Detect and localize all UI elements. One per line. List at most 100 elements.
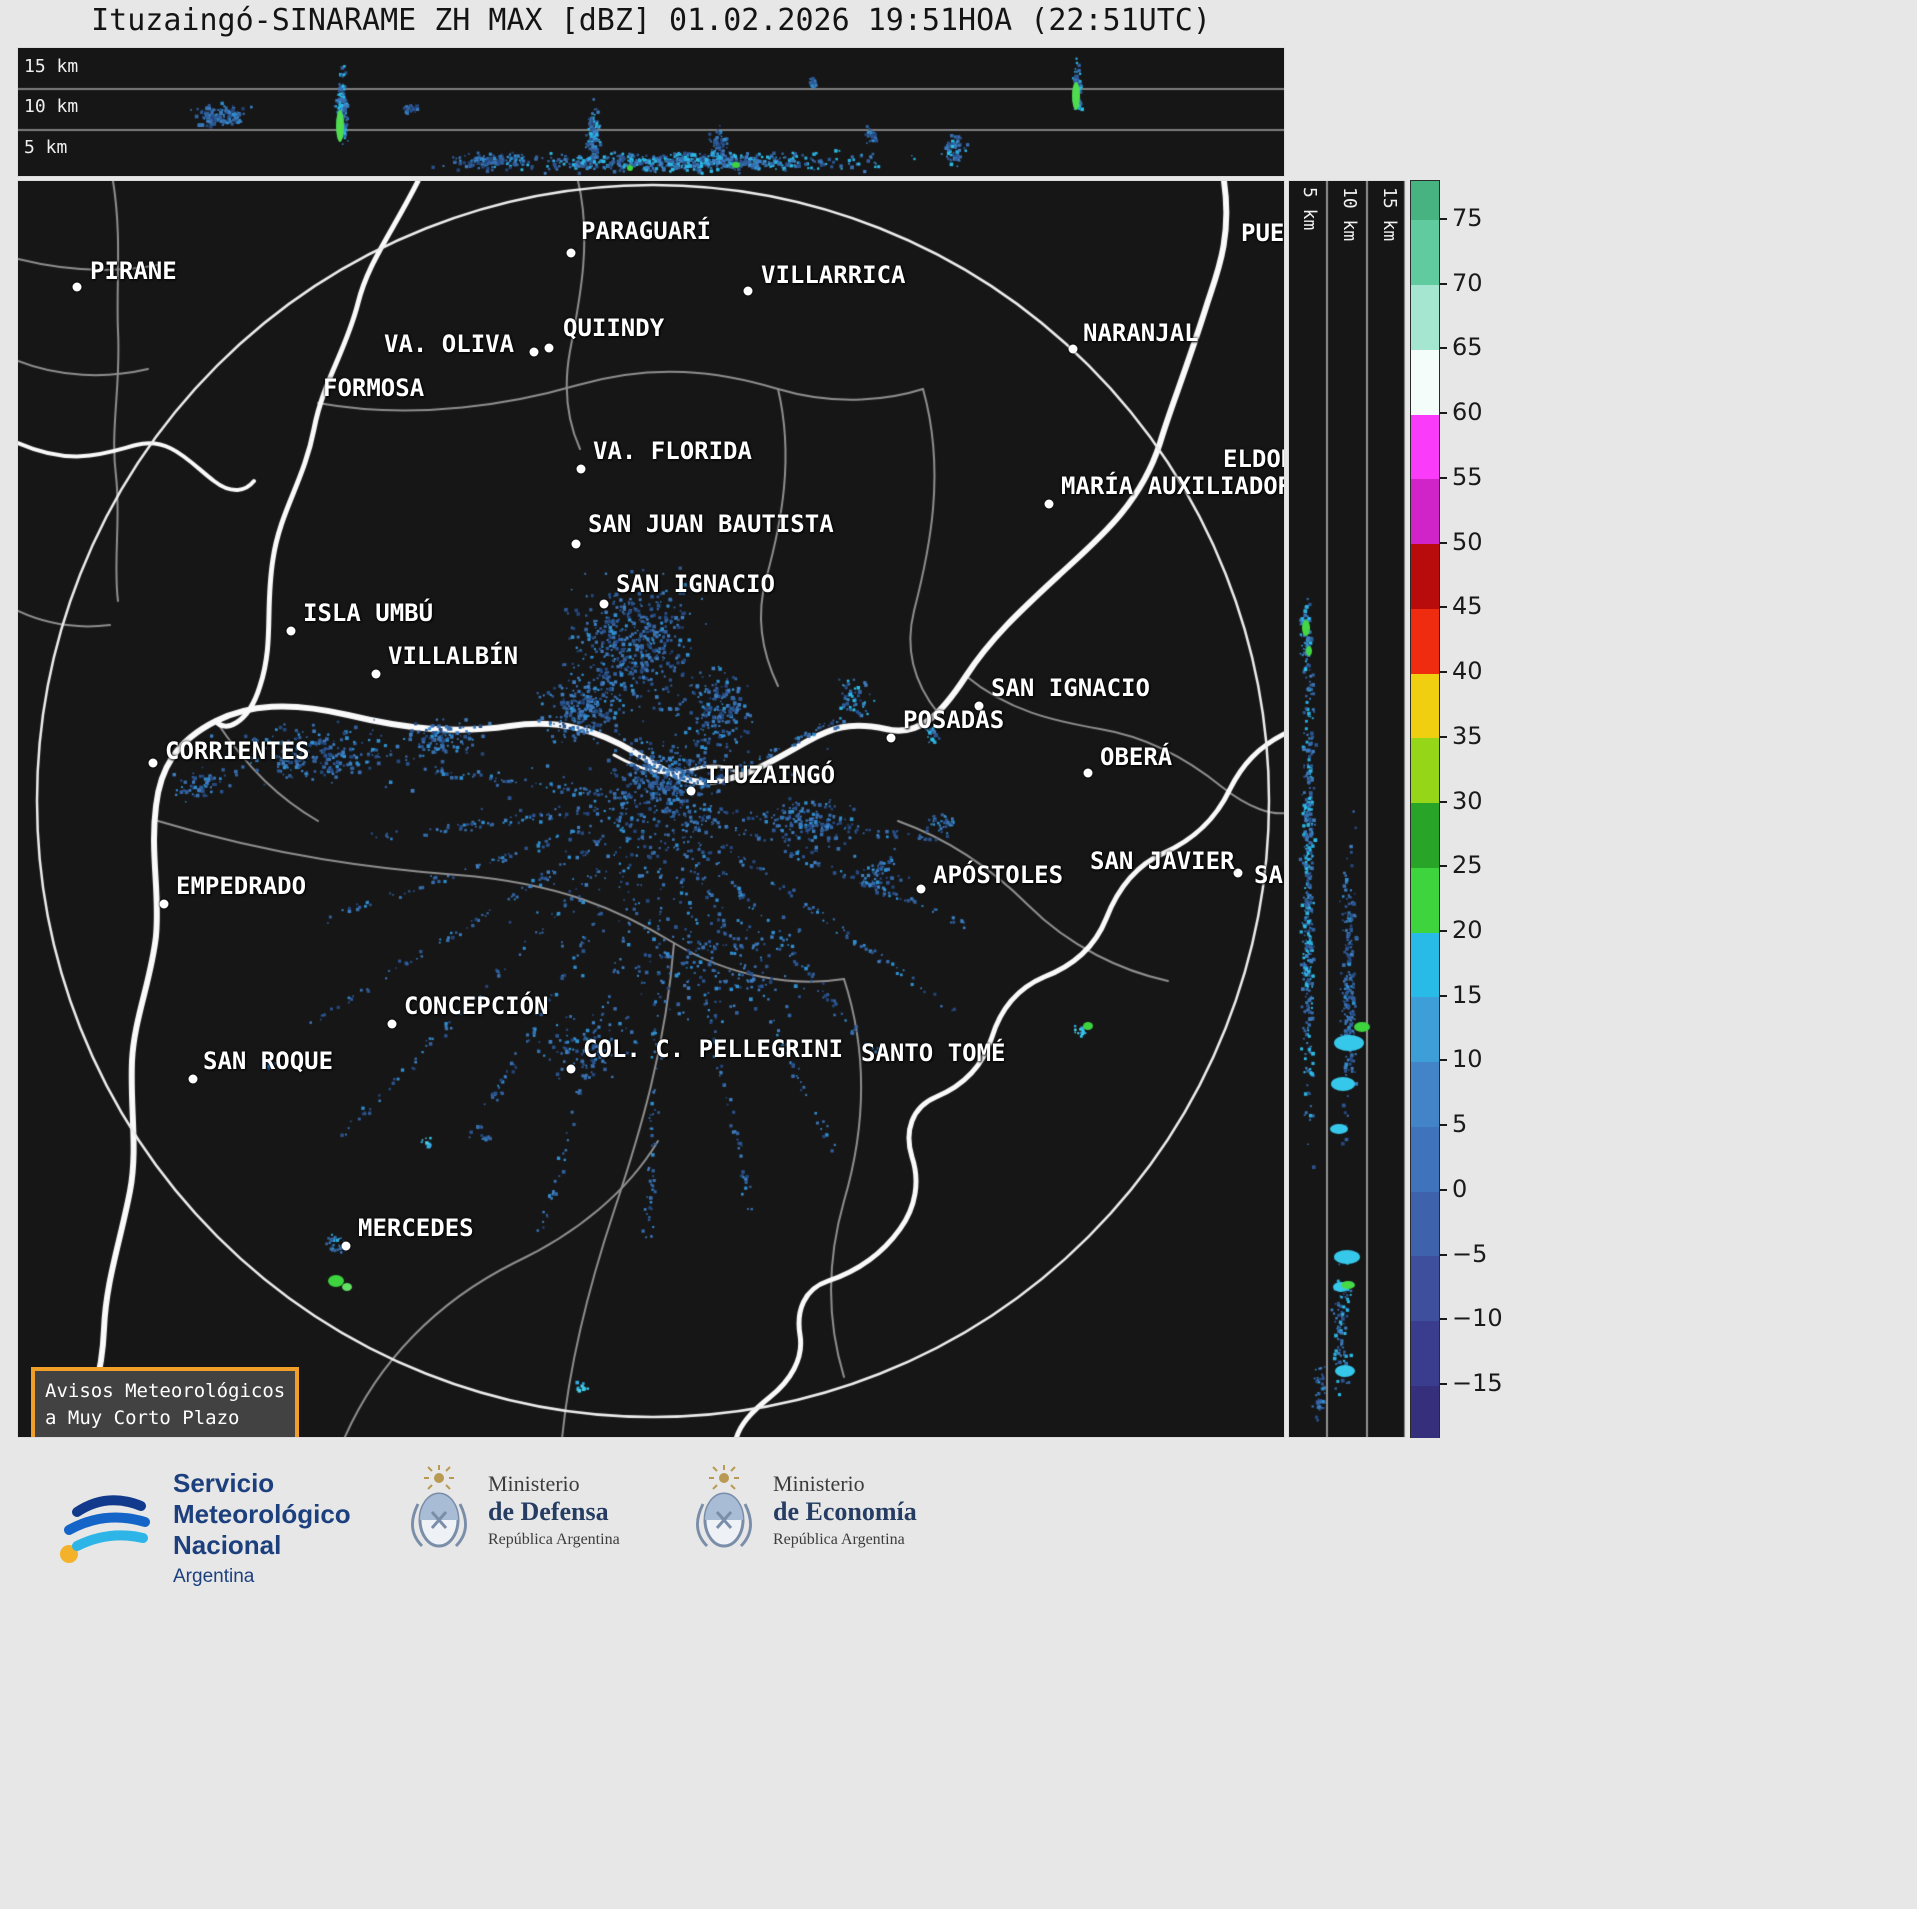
colorbar-segment: [1411, 1061, 1439, 1127]
city-label: ISLA UMBÚ: [303, 599, 434, 627]
colorbar-tick-label: −5: [1452, 1239, 1488, 1268]
city-label: ELDOR: [1223, 445, 1284, 473]
colorbar-tick-label: 10: [1452, 1045, 1483, 1074]
height-axis-label: 15 km: [24, 56, 79, 77]
radar-map-canvas: [18, 181, 1284, 1437]
colorbar-segment: [1411, 349, 1439, 415]
colorbar-tick-label: 55: [1452, 462, 1483, 491]
city-marker: [341, 1241, 351, 1251]
smn-logo-group: Servicio Meteorológico Nacional Argentin…: [55, 1468, 351, 1588]
height-axis-label: 10 km: [24, 96, 79, 117]
city-label: SAN JUAN BAUTISTA: [588, 510, 834, 538]
city-marker: [686, 786, 696, 796]
city-marker: [566, 248, 576, 258]
colorbar-tick-label: 20: [1452, 916, 1483, 944]
colorbar-tick: [1440, 735, 1447, 738]
smn-name-line2: Meteorológico: [173, 1499, 351, 1529]
colorbar-tick: [1440, 994, 1447, 997]
colorbar-tick: [1440, 412, 1447, 415]
city-label: PARAGUARÍ: [581, 217, 712, 245]
colorbar-segment: [1411, 867, 1439, 933]
colorbar-tick: [1440, 1383, 1447, 1386]
city-marker: [566, 1064, 576, 1074]
smn-logo-icon: [60, 1495, 150, 1563]
colorbar-tick: [1440, 1253, 1447, 1256]
city-label: EMPEDRADO: [176, 872, 307, 900]
colorbar-tick: [1440, 800, 1447, 803]
city-label: SAN ROQUE: [203, 1047, 334, 1075]
colorbar-tick-label: 75: [1452, 203, 1483, 232]
colorbar-tick-label: 25: [1452, 851, 1483, 880]
city-marker: [1233, 868, 1243, 878]
city-label: POSADAS: [903, 706, 1005, 734]
city-label: QUIINDY: [563, 314, 665, 342]
colorbar-tick: [1440, 347, 1447, 350]
page-title: Ituzaingó-SINARAME ZH MAX [dBZ] 01.02.20…: [91, 3, 1211, 38]
city-marker: [571, 539, 581, 549]
radar-map-panel: PIRANE PARAGUARÍ VILLARRICA QUIINDY VA. OLIV…: [17, 180, 1285, 1438]
economia-logo-group: Ministerio de Economía República Argenti…: [693, 1464, 917, 1556]
colorbar-tick-label: 70: [1452, 268, 1483, 297]
city-marker: [188, 1074, 198, 1084]
city-label: SAN IGNACIO: [616, 570, 775, 598]
city-marker: [886, 733, 896, 743]
colorbar-segment: [1411, 414, 1439, 480]
city-marker: [743, 286, 753, 296]
colorbar-tick: [1440, 671, 1447, 674]
smn-name-line1: Servicio: [173, 1468, 275, 1498]
colorbar-segment: [1411, 1385, 1439, 1438]
city-marker: [387, 1019, 397, 1029]
footer: Servicio Meteorológico Nacional Argentin…: [0, 1438, 1917, 1909]
city-marker: [1068, 344, 1078, 354]
smn-country: Argentina: [173, 1566, 255, 1587]
colorbar-tick-label: 30: [1452, 786, 1483, 815]
city-label: ITUZAINGÓ: [705, 761, 836, 789]
defensa-ministry-pre: Ministerio: [488, 1471, 580, 1496]
city-label: NARANJAL: [1083, 319, 1199, 347]
colorbar-tick-label: −10: [1452, 1304, 1503, 1333]
height-axis-label: 15 km: [1379, 187, 1400, 242]
defensa-ministry-name: de Defensa: [488, 1497, 609, 1526]
economia-crest-icon: [696, 1465, 752, 1548]
colorbar-segment: [1411, 802, 1439, 868]
city-label: CORRIENTES: [165, 737, 310, 765]
city-marker: [72, 282, 82, 292]
colorbar-segment: [1411, 1190, 1439, 1257]
colorbar-tick: [1440, 865, 1447, 868]
colorbar-tick: [1440, 606, 1447, 609]
colorbar-segment: [1411, 1255, 1439, 1322]
city-label: SAN IGNACIO: [991, 674, 1150, 702]
colorbar-segment: [1411, 543, 1439, 609]
city-label: VA. OLIVA: [384, 330, 515, 358]
colorbar-segment: [1411, 737, 1439, 804]
city-label: APÓSTOLES: [933, 861, 1064, 889]
colorbar-tick: [1440, 1188, 1447, 1191]
economia-ministry-sub: República Argentina: [773, 1531, 905, 1548]
colorbar-tick: [1440, 930, 1447, 932]
colorbar-segment: [1411, 932, 1439, 998]
city-label: SANTO TOMÉ: [861, 1039, 1006, 1067]
dbz-colorbar: [1410, 180, 1440, 1438]
colorbar-tick-label: 50: [1452, 527, 1483, 556]
city-marker: [529, 347, 539, 357]
cross-section-right-canvas: [1289, 181, 1405, 1437]
city-marker: [544, 343, 554, 353]
height-axis-label: 5 km: [24, 137, 68, 158]
colorbar-tick: [1440, 1124, 1447, 1127]
city-label: PIRANE: [90, 257, 177, 285]
colorbar-tick-label: 35: [1452, 721, 1483, 750]
defensa-ministry-sub: República Argentina: [488, 1531, 620, 1548]
city-marker: [1044, 499, 1054, 509]
city-label: CONCEPCIÓN: [404, 992, 549, 1020]
city-marker: [371, 669, 381, 679]
colorbar-tick: [1440, 1318, 1447, 1321]
city-marker: [159, 899, 169, 909]
city-marker: [974, 701, 984, 711]
defensa-logo-group: Ministerio de Defensa República Argentin…: [408, 1464, 620, 1556]
economia-ministry-pre: Ministerio: [773, 1471, 865, 1496]
colorbar-segment: [1411, 284, 1439, 350]
colorbar-segment: [1411, 673, 1439, 739]
city-marker: [148, 758, 158, 768]
height-axis-label: 5 km: [1299, 187, 1320, 231]
